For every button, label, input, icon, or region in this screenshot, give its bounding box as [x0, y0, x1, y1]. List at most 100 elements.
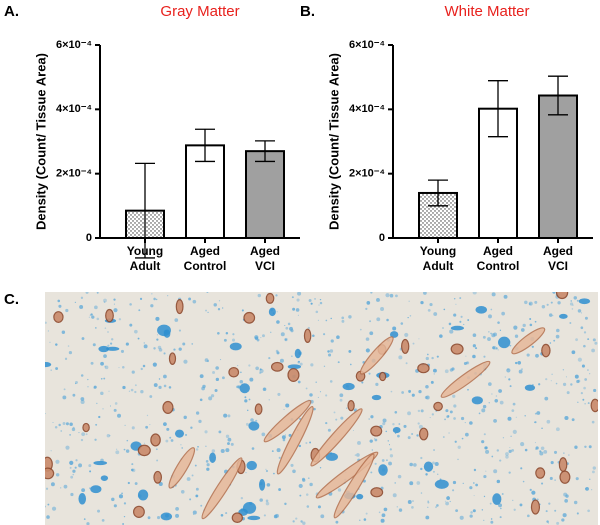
- blue-cell: [524, 384, 536, 391]
- stain-speck: [508, 449, 512, 453]
- stain-speck: [388, 444, 390, 446]
- stain-speck: [439, 334, 443, 338]
- stain-speck: [492, 346, 496, 350]
- stain-speck: [573, 296, 577, 300]
- blue-cell: [90, 485, 102, 494]
- stain-speck: [365, 348, 370, 353]
- stain-speck: [584, 378, 588, 381]
- stain-speck: [166, 427, 170, 431]
- stain-speck: [91, 315, 95, 319]
- stain-speck: [90, 313, 93, 316]
- stain-speck: [205, 445, 207, 447]
- stain-speck: [134, 329, 138, 334]
- stain-speck: [370, 292, 373, 294]
- stain-speck: [163, 384, 167, 388]
- blue-cell: [294, 348, 302, 359]
- brown-cell: [133, 505, 145, 518]
- stain-speck: [462, 482, 464, 484]
- stain-speck: [305, 387, 308, 390]
- brown-cell: [168, 352, 177, 365]
- stain-speck: [564, 499, 568, 503]
- stain-speck: [433, 373, 435, 375]
- stain-speck: [113, 504, 117, 508]
- stain-speck: [507, 416, 512, 421]
- stain-speck: [50, 369, 52, 371]
- stain-speck: [323, 333, 326, 336]
- stain-speck: [247, 409, 249, 412]
- stain-speck: [165, 439, 169, 443]
- stain-speck: [195, 448, 199, 451]
- stain-speck: [453, 417, 456, 420]
- micrograph-background: [45, 292, 598, 525]
- x-tick-label: Aged: [483, 244, 513, 258]
- stain-speck: [451, 367, 455, 371]
- stain-speck: [509, 447, 511, 449]
- stain-speck: [561, 518, 565, 522]
- stain-speck: [444, 369, 449, 374]
- stain-speck: [481, 408, 486, 413]
- stain-speck: [485, 449, 490, 454]
- stain-speck: [550, 461, 554, 465]
- blue-cell: [392, 427, 401, 434]
- stain-speck: [570, 383, 573, 386]
- stain-speck: [158, 378, 161, 380]
- stain-speck: [262, 387, 267, 392]
- stain-speck: [512, 402, 516, 406]
- stain-speck: [509, 385, 512, 388]
- stain-speck: [150, 304, 154, 308]
- stain-speck: [329, 380, 333, 383]
- stain-speck: [339, 398, 343, 402]
- stain-speck: [327, 350, 330, 353]
- stain-speck: [138, 309, 141, 312]
- stain-speck: [520, 467, 523, 470]
- blue-cell: [325, 452, 339, 461]
- stain-speck: [269, 331, 272, 334]
- brown-cell: [379, 371, 387, 382]
- stain-speck: [125, 342, 129, 346]
- stain-speck: [290, 463, 294, 467]
- stain-speck: [442, 436, 445, 438]
- stain-speck: [397, 474, 402, 479]
- stain-speck: [86, 522, 90, 525]
- brown-cell: [243, 311, 256, 324]
- stain-speck: [178, 329, 182, 332]
- stain-speck: [365, 512, 368, 515]
- stain-speck: [220, 448, 225, 453]
- stain-speck: [472, 344, 476, 348]
- stain-speck: [281, 435, 286, 440]
- stain-speck: [556, 521, 560, 525]
- stain-speck: [237, 365, 239, 367]
- stain-speck: [307, 477, 310, 479]
- stain-speck: [546, 520, 549, 523]
- stain-speck: [356, 453, 360, 457]
- brown-cell: [433, 401, 443, 412]
- stain-speck: [268, 356, 271, 360]
- stain-speck: [127, 481, 130, 485]
- stain-speck: [354, 454, 357, 456]
- stain-speck: [78, 463, 83, 468]
- stain-speck: [128, 390, 131, 392]
- blue-cell: [247, 515, 261, 521]
- stain-speck: [195, 487, 199, 491]
- stain-speck: [219, 358, 222, 361]
- stain-speck: [534, 441, 537, 444]
- stain-speck: [408, 300, 410, 302]
- stain-speck: [102, 408, 104, 410]
- stain-speck: [380, 518, 385, 523]
- stain-speck: [432, 470, 435, 473]
- stain-speck: [541, 482, 544, 485]
- stain-speck: [80, 438, 84, 442]
- stain-speck: [74, 301, 77, 303]
- stain-speck: [255, 419, 258, 422]
- stain-speck: [407, 500, 412, 504]
- panel-label: B.: [300, 3, 315, 20]
- stain-speck: [317, 505, 321, 509]
- stain-speck: [63, 388, 66, 391]
- blue-cell: [475, 306, 488, 314]
- stain-speck: [498, 503, 503, 508]
- stain-speck: [291, 355, 293, 357]
- x-tick-label: VCI: [255, 259, 275, 273]
- stain-speck: [214, 389, 218, 393]
- stain-speck: [244, 399, 248, 403]
- stain-speck: [427, 353, 429, 356]
